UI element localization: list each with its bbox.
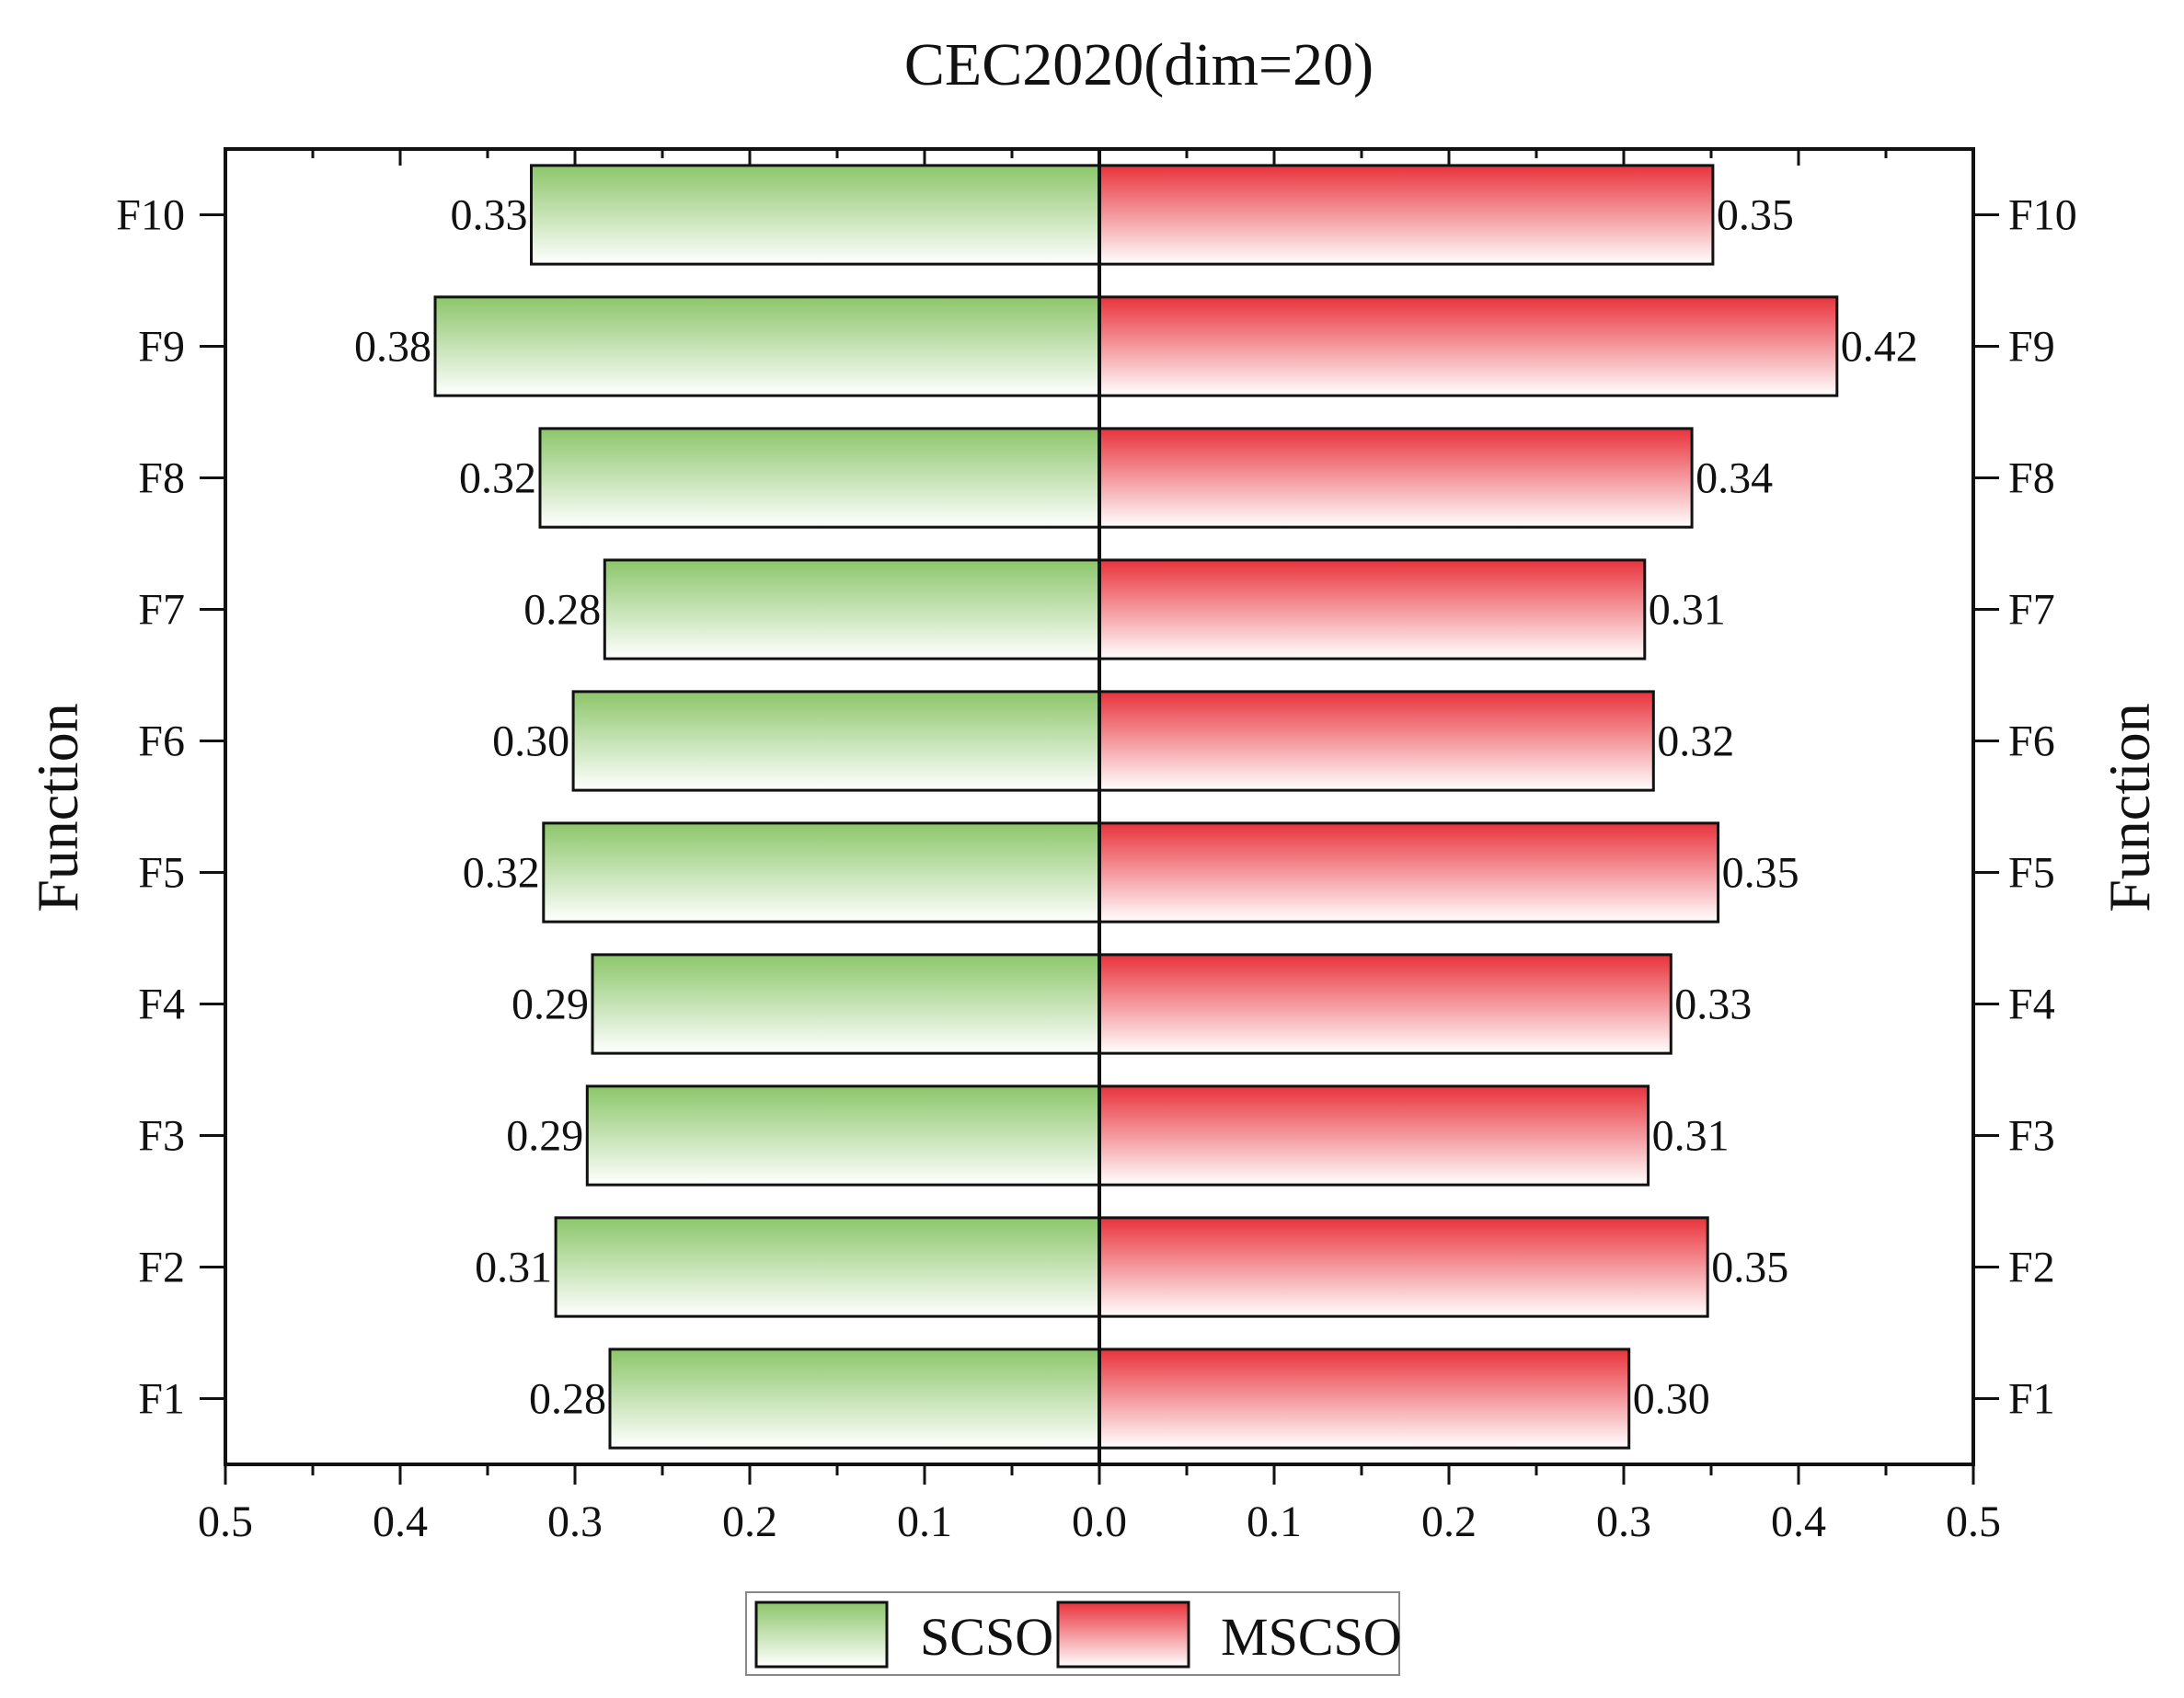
y-tick-label-left-f4: F4 xyxy=(138,981,185,1029)
data-label-mscso-f7: 0.31 xyxy=(1649,586,1726,635)
legend-swatch-scso xyxy=(754,1600,889,1669)
data-label-scso-f8: 0.32 xyxy=(459,454,536,503)
bar-mscso-f5 xyxy=(1098,821,1720,924)
y-tick-label-left-f2: F2 xyxy=(138,1244,185,1292)
data-label-scso-f3: 0.29 xyxy=(506,1112,583,1161)
data-label-mscso-f4: 0.33 xyxy=(1674,981,1752,1029)
data-label-mscso-f6: 0.32 xyxy=(1657,717,1734,766)
data-label-scso-f4: 0.29 xyxy=(512,981,589,1029)
bar-scso-f1 xyxy=(608,1348,1101,1450)
bar-mscso-f1 xyxy=(1098,1348,1631,1450)
y-tick-label-right-f10: F10 xyxy=(2008,191,2077,240)
y-tick-label-left-f6: F6 xyxy=(138,717,185,766)
x-tick-label: 0.4 xyxy=(1771,1497,1826,1546)
x-tick-label: 0.3 xyxy=(547,1497,603,1546)
bar-scso-f5 xyxy=(542,821,1101,924)
y-tick-label-left-f5: F5 xyxy=(138,849,185,898)
bar-mscso-f10 xyxy=(1098,164,1715,266)
bar-scso-f6 xyxy=(571,690,1101,792)
y-tick-label-right-f5: F5 xyxy=(2008,849,2055,898)
y-axis-label-left: Function xyxy=(25,703,90,912)
y-tick-label-right-f7: F7 xyxy=(2008,586,2055,635)
y-tick-label-right-f1: F1 xyxy=(2008,1375,2055,1424)
y-tick-label-left-f3: F3 xyxy=(138,1112,185,1161)
data-label-scso-f2: 0.31 xyxy=(475,1244,552,1292)
legend-label-mscso: MSCSO xyxy=(1221,1607,1402,1667)
data-label-mscso-f5: 0.35 xyxy=(1722,849,1799,898)
data-label-mscso-f9: 0.42 xyxy=(1841,323,1918,372)
y-tick-label-right-f6: F6 xyxy=(2008,717,2055,766)
x-tick-label: 0.2 xyxy=(1421,1497,1477,1546)
data-label-mscso-f8: 0.34 xyxy=(1695,454,1773,503)
axes-layer: 0.5 0.4 0.3 0.2 0.1 0.0 0.1 0.2 0.3 0.4 0.5 F1 F1 F2 F… xyxy=(116,147,2077,1546)
y-tick-label-right-f3: F3 xyxy=(2008,1112,2055,1161)
x-tick-label: 0.0 xyxy=(1072,1497,1127,1546)
data-label-scso-f5: 0.32 xyxy=(463,849,540,898)
x-tick-label: 0.2 xyxy=(722,1497,777,1546)
data-label-scso-f7: 0.28 xyxy=(523,586,601,635)
bar-scso-f7 xyxy=(603,558,1101,660)
y-tick-label-left-f7: F7 xyxy=(138,586,185,635)
bar-scso-f4 xyxy=(591,953,1101,1055)
bar-scso-f10 xyxy=(530,164,1101,266)
y-tick-label-right-f4: F4 xyxy=(2008,981,2055,1029)
y-tick-label-left-f8: F8 xyxy=(138,454,185,503)
chart-title: CEC2020(dim=20) xyxy=(904,31,1374,98)
x-tick-label: 0.1 xyxy=(1247,1497,1302,1546)
y-tick-label-right-f8: F8 xyxy=(2008,454,2055,503)
data-label-scso-f10: 0.33 xyxy=(451,191,528,240)
y-tick-label-left-f1: F1 xyxy=(138,1375,185,1424)
bar-mscso-f8 xyxy=(1098,427,1694,529)
y-tick-label-left-f9: F9 xyxy=(138,323,185,372)
data-label-scso-f6: 0.30 xyxy=(492,717,569,766)
legend-label-scso: SCSO xyxy=(920,1607,1053,1667)
y-tick-label-left-f10: F10 xyxy=(116,191,185,240)
legend: SCSO MSCSO xyxy=(745,1591,1402,1676)
data-label-scso-f1: 0.28 xyxy=(529,1375,606,1424)
data-label-mscso-f10: 0.35 xyxy=(1717,191,1794,240)
bar-mscso-f7 xyxy=(1098,558,1647,660)
y-axis-label-right: Function xyxy=(2097,703,2162,912)
x-tick-label: 0.3 xyxy=(1596,1497,1651,1546)
data-labels-layer: 0.28 0.31 0.29 0.29 0.32 0.30 0.28 0.32 0.38 0.33… xyxy=(354,191,1918,1424)
x-tick-label: 0.5 xyxy=(198,1497,253,1546)
x-tick-label: 0.5 xyxy=(1946,1497,2001,1546)
bar-mscso-f6 xyxy=(1098,690,1655,792)
data-label-mscso-f3: 0.31 xyxy=(1652,1112,1730,1161)
bar-scso-f9 xyxy=(433,295,1101,397)
data-label-mscso-f2: 0.35 xyxy=(1711,1244,1788,1292)
y-tick-label-right-f2: F2 xyxy=(2008,1244,2055,1292)
bars-layer xyxy=(433,164,1839,1450)
bar-scso-f3 xyxy=(585,1084,1101,1187)
data-label-scso-f9: 0.38 xyxy=(354,323,431,372)
x-tick-label: 0.1 xyxy=(897,1497,952,1546)
bar-scso-f2 xyxy=(554,1216,1101,1318)
bar-scso-f8 xyxy=(538,427,1101,529)
bar-mscso-f2 xyxy=(1098,1216,1709,1318)
bar-mscso-f9 xyxy=(1098,295,1839,397)
x-tick-label: 0.4 xyxy=(373,1497,428,1546)
bar-mscso-f3 xyxy=(1098,1084,1650,1187)
data-label-mscso-f1: 0.30 xyxy=(1633,1375,1710,1424)
y-tick-label-right-f9: F9 xyxy=(2008,323,2055,372)
legend-swatch-mscso xyxy=(1056,1600,1190,1669)
bar-mscso-f4 xyxy=(1098,953,1672,1055)
